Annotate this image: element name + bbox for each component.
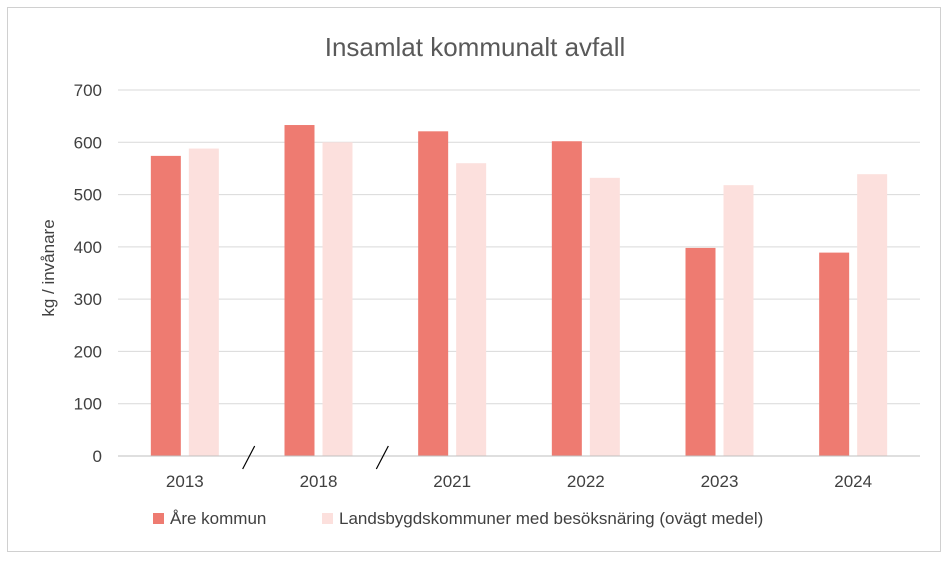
legend: Åre kommun Landsbygdskommuner med besöksn… (153, 509, 763, 528)
bar (188, 148, 219, 456)
chart-title: Insamlat kommunalt avfall (325, 32, 626, 62)
x-tick-label: 2023 (701, 472, 739, 491)
x-tick-label: 2022 (567, 472, 605, 491)
bar (456, 163, 487, 456)
chart-frame: Insamlat kommunalt avfall kg / invånare … (7, 7, 941, 552)
y-tick-label: 300 (74, 290, 102, 309)
legend-swatch (322, 513, 333, 524)
chart-svg: Insamlat kommunalt avfall kg / invånare … (39, 32, 920, 528)
legend-label: Landsbygdskommuner med besöksnäring (ovä… (339, 509, 763, 528)
y-tick-label: 600 (74, 133, 102, 152)
x-tick-label: 2018 (300, 472, 338, 491)
bar (589, 177, 620, 456)
bars-layer (150, 125, 888, 457)
bar (857, 174, 888, 456)
x-tick-label: 2013 (166, 472, 204, 491)
bar (150, 155, 181, 456)
bar (284, 125, 315, 456)
bar (685, 247, 716, 456)
y-tick-label: 700 (74, 81, 102, 100)
y-tick-label: 0 (93, 447, 102, 466)
bar (551, 141, 582, 457)
bar (819, 252, 850, 456)
y-tick-label: 400 (74, 238, 102, 257)
legend-swatch (153, 513, 164, 524)
y-tick-label: 200 (74, 342, 102, 361)
axis-layer: 0 100 200 300 400 500 600 700 2013 2018 2021 2022 20… (74, 81, 920, 491)
x-tick-label: 2021 (433, 472, 471, 491)
axis-break-mark (375, 445, 389, 470)
bar (418, 131, 449, 456)
bar (322, 142, 353, 457)
grid-layer (118, 89, 920, 405)
x-tick-label: 2024 (834, 472, 872, 491)
y-axis-label: kg / invånare (39, 219, 58, 316)
bar (723, 185, 754, 456)
y-tick-label: 500 (74, 186, 102, 205)
y-tick-label: 100 (74, 395, 102, 414)
legend-label: Åre kommun (170, 509, 266, 528)
axis-break-mark (242, 445, 256, 470)
